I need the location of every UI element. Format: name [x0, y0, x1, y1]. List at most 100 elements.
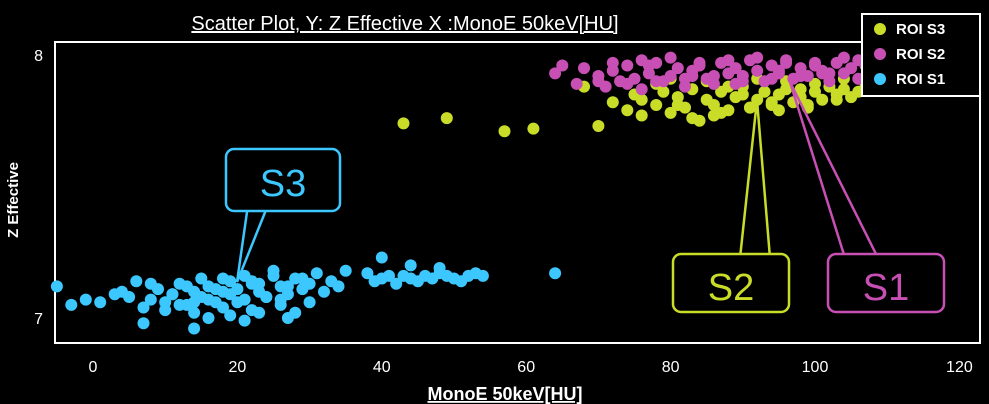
x-tick-label: 0	[89, 359, 98, 376]
point-roi-s2	[578, 62, 590, 75]
point-roi-s1	[188, 296, 201, 309]
point-roi-s1	[195, 272, 208, 285]
point-roi-s1	[224, 275, 237, 288]
y-tick-labels: 78	[34, 48, 43, 328]
point-roi-s1	[238, 314, 251, 327]
point-roi-s2	[606, 56, 619, 69]
point-roi-s3	[498, 125, 511, 138]
point-roi-s2	[549, 67, 562, 80]
x-axis-label: MonoE 50keV[HU]	[427, 384, 582, 404]
point-roi-s3	[440, 112, 453, 125]
point-roi-s3	[657, 85, 670, 98]
point-roi-s1	[253, 306, 266, 319]
point-roi-s3	[650, 99, 663, 111]
point-roi-s1	[361, 267, 374, 280]
point-roi-s1	[433, 262, 446, 274]
x-tick-label: 100	[802, 359, 829, 376]
point-roi-s2	[707, 70, 720, 82]
point-roi-s1	[217, 301, 229, 314]
point-roi-s1	[224, 309, 237, 322]
point-roi-s2	[765, 72, 778, 85]
point-roi-s2	[751, 51, 764, 64]
point-roi-s1	[137, 301, 150, 314]
point-roi-s3	[758, 85, 771, 98]
point-roi-s1	[202, 312, 215, 324]
point-roi-s1	[310, 267, 323, 280]
point-roi-s1	[231, 283, 244, 296]
point-roi-s2	[635, 83, 648, 96]
point-roi-s3	[621, 104, 634, 117]
point-roi-s1	[137, 317, 150, 330]
point-roi-s3	[664, 106, 677, 119]
point-roi-s1	[390, 277, 403, 290]
point-roi-s2	[751, 64, 764, 77]
point-roi-s3	[635, 109, 648, 122]
point-roi-s2	[642, 59, 655, 72]
point-roi-s3	[765, 96, 778, 109]
x-tick-label: 60	[517, 359, 535, 376]
point-roi-s2	[592, 75, 605, 88]
point-roi-s2	[780, 54, 793, 67]
point-roi-s1	[476, 269, 489, 282]
point-roi-s3	[707, 109, 720, 122]
point-roi-s3	[830, 93, 843, 106]
point-roi-s1	[94, 296, 107, 309]
point-roi-s3	[527, 122, 540, 135]
point-roi-s1	[130, 275, 143, 288]
y-axis-label: Z Effective	[5, 162, 22, 238]
annotation-s2: S2	[671, 99, 791, 314]
point-roi-s1	[188, 306, 201, 319]
legend-marker	[874, 48, 886, 60]
point-roi-s1	[303, 296, 316, 309]
point-roi-s2	[686, 70, 699, 82]
point-roi-s1	[123, 291, 136, 303]
chart-title: Scatter Plot, Y: Z Effective X :MonoE 50…	[191, 13, 618, 35]
point-roi-s2	[650, 75, 663, 88]
point-roi-s1	[173, 298, 186, 311]
point-roi-s1	[159, 304, 172, 317]
point-roi-s1	[217, 285, 229, 298]
point-roi-s1	[202, 293, 215, 306]
point-roi-s1	[375, 251, 388, 264]
point-roi-s2	[816, 67, 829, 80]
legend: ROI S3 ROI S2 ROI S1	[861, 13, 981, 97]
point-roi-s3	[671, 99, 684, 111]
point-roi-s1	[339, 264, 352, 277]
point-roi-s1	[144, 293, 157, 306]
point-roi-s3	[606, 96, 619, 109]
point-roi-s1	[50, 280, 63, 293]
legend-marker	[874, 73, 886, 85]
point-roi-s1	[383, 269, 395, 282]
legend-marker	[874, 23, 886, 35]
point-roi-s2	[794, 70, 807, 82]
point-roi-s3	[801, 99, 814, 111]
y-tick-label: 8	[34, 48, 43, 65]
point-roi-s2	[664, 70, 677, 82]
point-roi-s1	[188, 322, 201, 335]
point-roi-s3	[794, 83, 807, 96]
point-roi-s3	[592, 120, 605, 132]
point-roi-s2	[809, 56, 821, 69]
data-points	[50, 51, 872, 335]
point-roi-s1	[267, 264, 280, 277]
y-tick-label: 7	[34, 311, 43, 328]
point-roi-s2	[772, 64, 785, 77]
legend-label: ROI S1	[896, 71, 945, 88]
point-roi-s2	[556, 59, 569, 72]
x-tick-label: 20	[229, 359, 247, 376]
point-roi-s3	[809, 77, 821, 90]
point-roi-s2	[671, 62, 684, 75]
point-roi-s1	[281, 312, 294, 324]
point-roi-s2	[722, 54, 735, 67]
annotation-s3-label: S3	[260, 163, 306, 205]
point-roi-s3	[837, 83, 850, 96]
point-roi-s1	[180, 280, 193, 293]
point-roi-s1	[296, 272, 309, 285]
point-roi-s2	[693, 56, 706, 69]
point-roi-s3	[686, 112, 699, 125]
point-roi-s1	[79, 293, 92, 306]
legend-label: ROI S3	[896, 21, 945, 38]
point-roi-s1	[245, 277, 258, 290]
point-roi-s3	[772, 104, 785, 117]
point-roi-s2	[621, 77, 634, 90]
